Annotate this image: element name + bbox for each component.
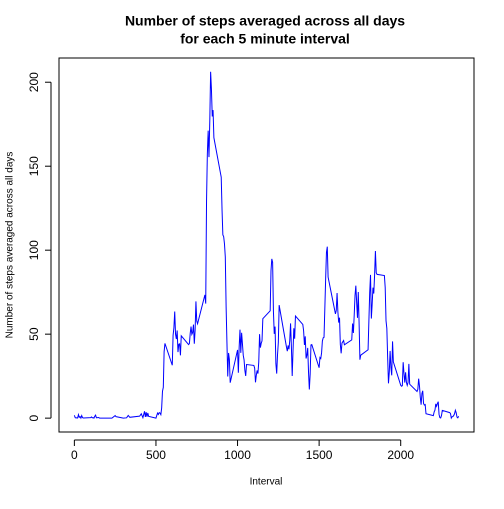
plot-frame xyxy=(58,57,475,433)
chart-title: Number of steps averaged across all days xyxy=(125,13,405,29)
chart-title: for each 5 minute interval xyxy=(180,31,350,47)
y-tick-label: 0 xyxy=(27,414,41,421)
y-tick-label: 200 xyxy=(27,72,41,92)
y-tick-label: 50 xyxy=(27,327,41,341)
x-axis-label: Interval xyxy=(250,477,283,488)
x-tick-label: 1000 xyxy=(224,448,251,462)
x-tick-label: 1500 xyxy=(306,448,333,462)
data-line xyxy=(73,71,460,420)
y-tick-label: 150 xyxy=(27,156,41,176)
y-tick-label: 100 xyxy=(27,240,41,260)
x-tick-label: 500 xyxy=(146,448,166,462)
y-axis-label: Number of steps averaged across all days xyxy=(5,152,16,339)
x-tick-label: 0 xyxy=(71,448,78,462)
x-tick-label: 2000 xyxy=(387,448,414,462)
